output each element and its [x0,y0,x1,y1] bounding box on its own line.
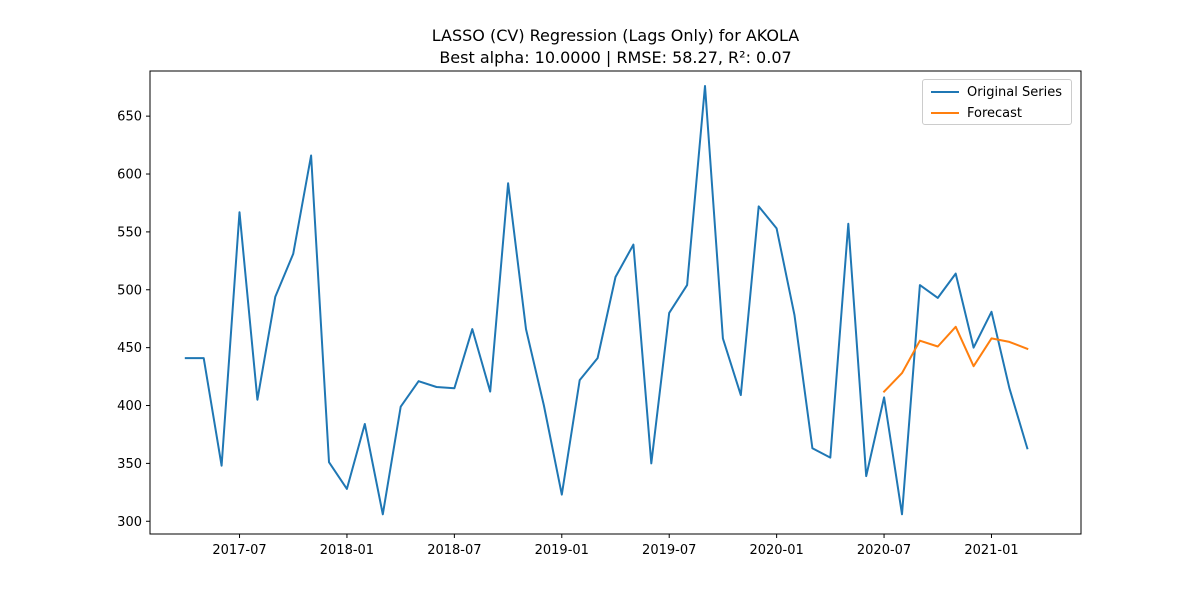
y-tick-label: 650 [117,110,142,125]
x-tick-label: 2021-01 [964,543,1018,558]
series-line-forecast [882,325,1029,394]
chart-subtitle: Best alpha: 10.0000 | RMSE: 58.27, R²: 0… [439,48,792,67]
legend-item-original-series: Original Series [931,82,1062,102]
x-tick-label: 2017-07 [212,543,266,558]
y-tick-label: 500 [117,283,142,298]
x-tick-label: 2019-01 [535,543,589,558]
x-tick-label: 2018-07 [427,543,481,558]
y-tick-label: 350 [117,457,142,472]
x-tick-label: 2019-07 [642,543,696,558]
x-axis: 2017-07 2018-01 2018-07 2019-01 2019-07 2020-… [212,534,1019,558]
legend-item-forecast: Forecast [931,103,1022,123]
legend-swatch-original-series [931,91,959,93]
y-axis: 300 350 400 450 500 550 600 650 [117,110,150,530]
y-tick-label: 450 [117,341,142,356]
plot-frame [149,70,1082,535]
legend-label-forecast: Forecast [967,105,1023,121]
x-tick-label: 2020-01 [749,543,803,558]
legend-label-original-series: Original Series [967,84,1062,100]
y-tick-label: 600 [117,168,142,183]
legend: Original Series Forecast [922,79,1072,125]
series-line-original-series [184,85,1029,516]
y-tick-label: 300 [117,515,142,530]
y-tick-label: 400 [117,399,142,414]
x-tick-label: 2020-07 [857,543,911,558]
chart-title: LASSO (CV) Regression (Lags Only) for AK… [431,26,800,45]
series-layer [184,85,1029,516]
y-tick-label: 550 [117,225,142,240]
legend-swatch-forecast [931,112,959,114]
x-tick-label: 2018-01 [320,543,374,558]
